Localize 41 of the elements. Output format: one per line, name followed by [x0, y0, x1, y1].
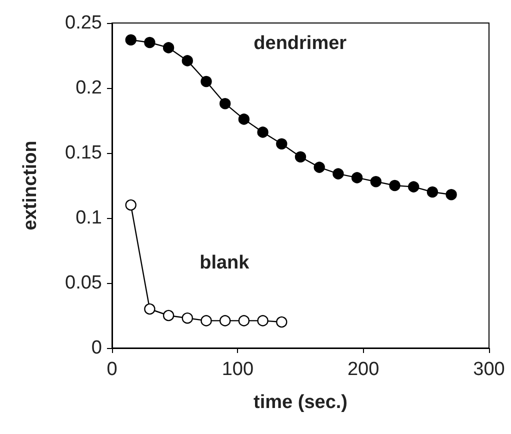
point [389, 180, 400, 192]
text: dendrimer [254, 33, 348, 54]
y-axis-title: extinction [20, 140, 41, 230]
y-tick-label: 0.2 [76, 78, 102, 98]
point [351, 172, 363, 184]
point [220, 98, 231, 110]
point [314, 162, 325, 173]
point [125, 34, 136, 46]
point [408, 181, 420, 192]
point [257, 315, 268, 326]
point [162, 310, 174, 322]
x-tick-label: 100 [222, 359, 254, 380]
point [200, 76, 212, 88]
point [182, 312, 193, 324]
point [238, 315, 250, 326]
point [370, 176, 382, 188]
x-tick-label: 200 [347, 359, 380, 380]
point [144, 303, 156, 315]
point [182, 55, 193, 66]
point [257, 126, 268, 138]
point [220, 315, 231, 326]
y-tick-label: 0.05 [65, 272, 102, 294]
point [426, 186, 438, 198]
point [276, 138, 288, 150]
y-tick-label: 0.1 [76, 208, 102, 228]
x-axis-title: time (sec.) [254, 392, 348, 413]
point [446, 189, 457, 200]
point [144, 36, 156, 48]
point [125, 199, 136, 211]
point [238, 114, 250, 125]
x-tick-label: 0 [106, 359, 118, 380]
point [276, 316, 288, 328]
point [332, 168, 344, 180]
y-tick-label: 0.15 [65, 142, 102, 164]
y-tick-label: 0 [91, 338, 102, 358]
point [200, 315, 212, 326]
x-tick-label: 300 [473, 359, 505, 380]
text: blank [200, 252, 250, 274]
point [294, 151, 306, 162]
y-tick-label: 0.25 [65, 12, 102, 34]
point [162, 42, 174, 54]
